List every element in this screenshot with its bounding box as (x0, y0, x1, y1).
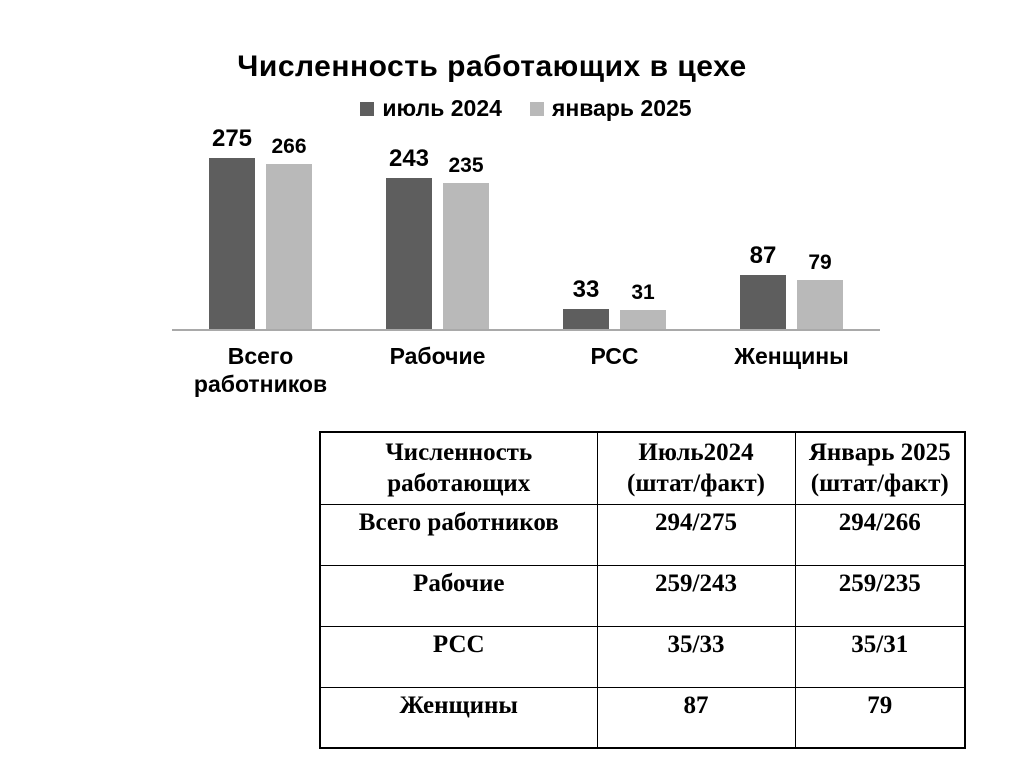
table-row: РСС 35/33 35/31 (319, 625, 966, 688)
chart-title: Численность работающих в цехе (237, 50, 747, 83)
category-label: Всего работников (193, 343, 328, 398)
legend-item-january-2025: январь 2025 (529, 95, 692, 122)
category-label: Женщины (734, 343, 849, 369)
bar-июль-2024: 87 (740, 242, 786, 329)
table-cell: 294/275 (596, 503, 796, 566)
legend-label: январь 2025 (551, 95, 692, 121)
bar-value-label: 266 (271, 135, 307, 158)
legend-swatch-light-icon (529, 101, 544, 116)
bar-январь-2025: 266 (266, 135, 312, 329)
bar-value-label: 235 (448, 154, 484, 177)
table-row: Всего работников 294/275 294/266 (319, 503, 966, 566)
bar-group-2: 243 235 (349, 120, 526, 329)
bar-январь-2025: 31 (620, 281, 666, 329)
bar-январь-2025: 79 (797, 251, 843, 329)
bar-июль-2024: 33 (563, 276, 609, 329)
data-table: Численность работающих Июль2024 (штат/фак… (319, 431, 966, 749)
bar-январь-2025: 235 (443, 154, 489, 329)
category-axis: Всего работников Рабочие РСС Женщины (172, 342, 880, 398)
table-cell: 79 (794, 686, 966, 749)
bar-value-label: 243 (388, 145, 430, 172)
bar-group-1: 275 266 (172, 120, 349, 329)
chart-legend: июль 2024 январь 2025 (172, 95, 880, 122)
table-cell: 35/33 (596, 625, 796, 688)
bar-value-label: 33 (572, 276, 600, 303)
bar-value-label: 275 (211, 125, 253, 152)
table-header-col-2: Июль2024 (штат/факт) (596, 431, 796, 505)
table-cell: 35/31 (794, 625, 966, 688)
table-cell: 294/266 (794, 503, 966, 566)
bar-value-label: 87 (749, 242, 777, 269)
table-header-col-3: Январь 2025 (штат/факт) (794, 431, 966, 505)
category-label: Рабочие (389, 343, 486, 369)
row-label: Женщины (319, 686, 598, 749)
bar-июль-2024: 275 (209, 125, 255, 329)
table-cell: 259/243 (596, 564, 796, 627)
bar-group-3: 33 31 (526, 120, 703, 329)
table-cell: 87 (596, 686, 796, 749)
plot-area: 275 266 243 235 33 31 87 79 (172, 120, 880, 331)
row-label: Всего работников (319, 503, 598, 566)
bar-value-label: 31 (631, 281, 655, 304)
legend-swatch-dark-icon (360, 101, 375, 116)
bar-июль-2024: 243 (386, 145, 432, 329)
category-label: РСС (590, 343, 639, 369)
table-row: Женщины 87 79 (319, 686, 966, 749)
table-cell: 259/235 (794, 564, 966, 627)
legend-item-july-2024: июль 2024 (360, 95, 502, 122)
bar-group-4: 87 79 (703, 120, 880, 329)
row-label: Рабочие (319, 564, 598, 627)
row-label: РСС (319, 625, 598, 688)
table-row: Рабочие 259/243 259/235 (319, 564, 966, 627)
table-header-col-1: Численность работающих (319, 431, 598, 505)
bar-value-label: 79 (808, 251, 832, 274)
legend-label: июль 2024 (382, 95, 502, 121)
